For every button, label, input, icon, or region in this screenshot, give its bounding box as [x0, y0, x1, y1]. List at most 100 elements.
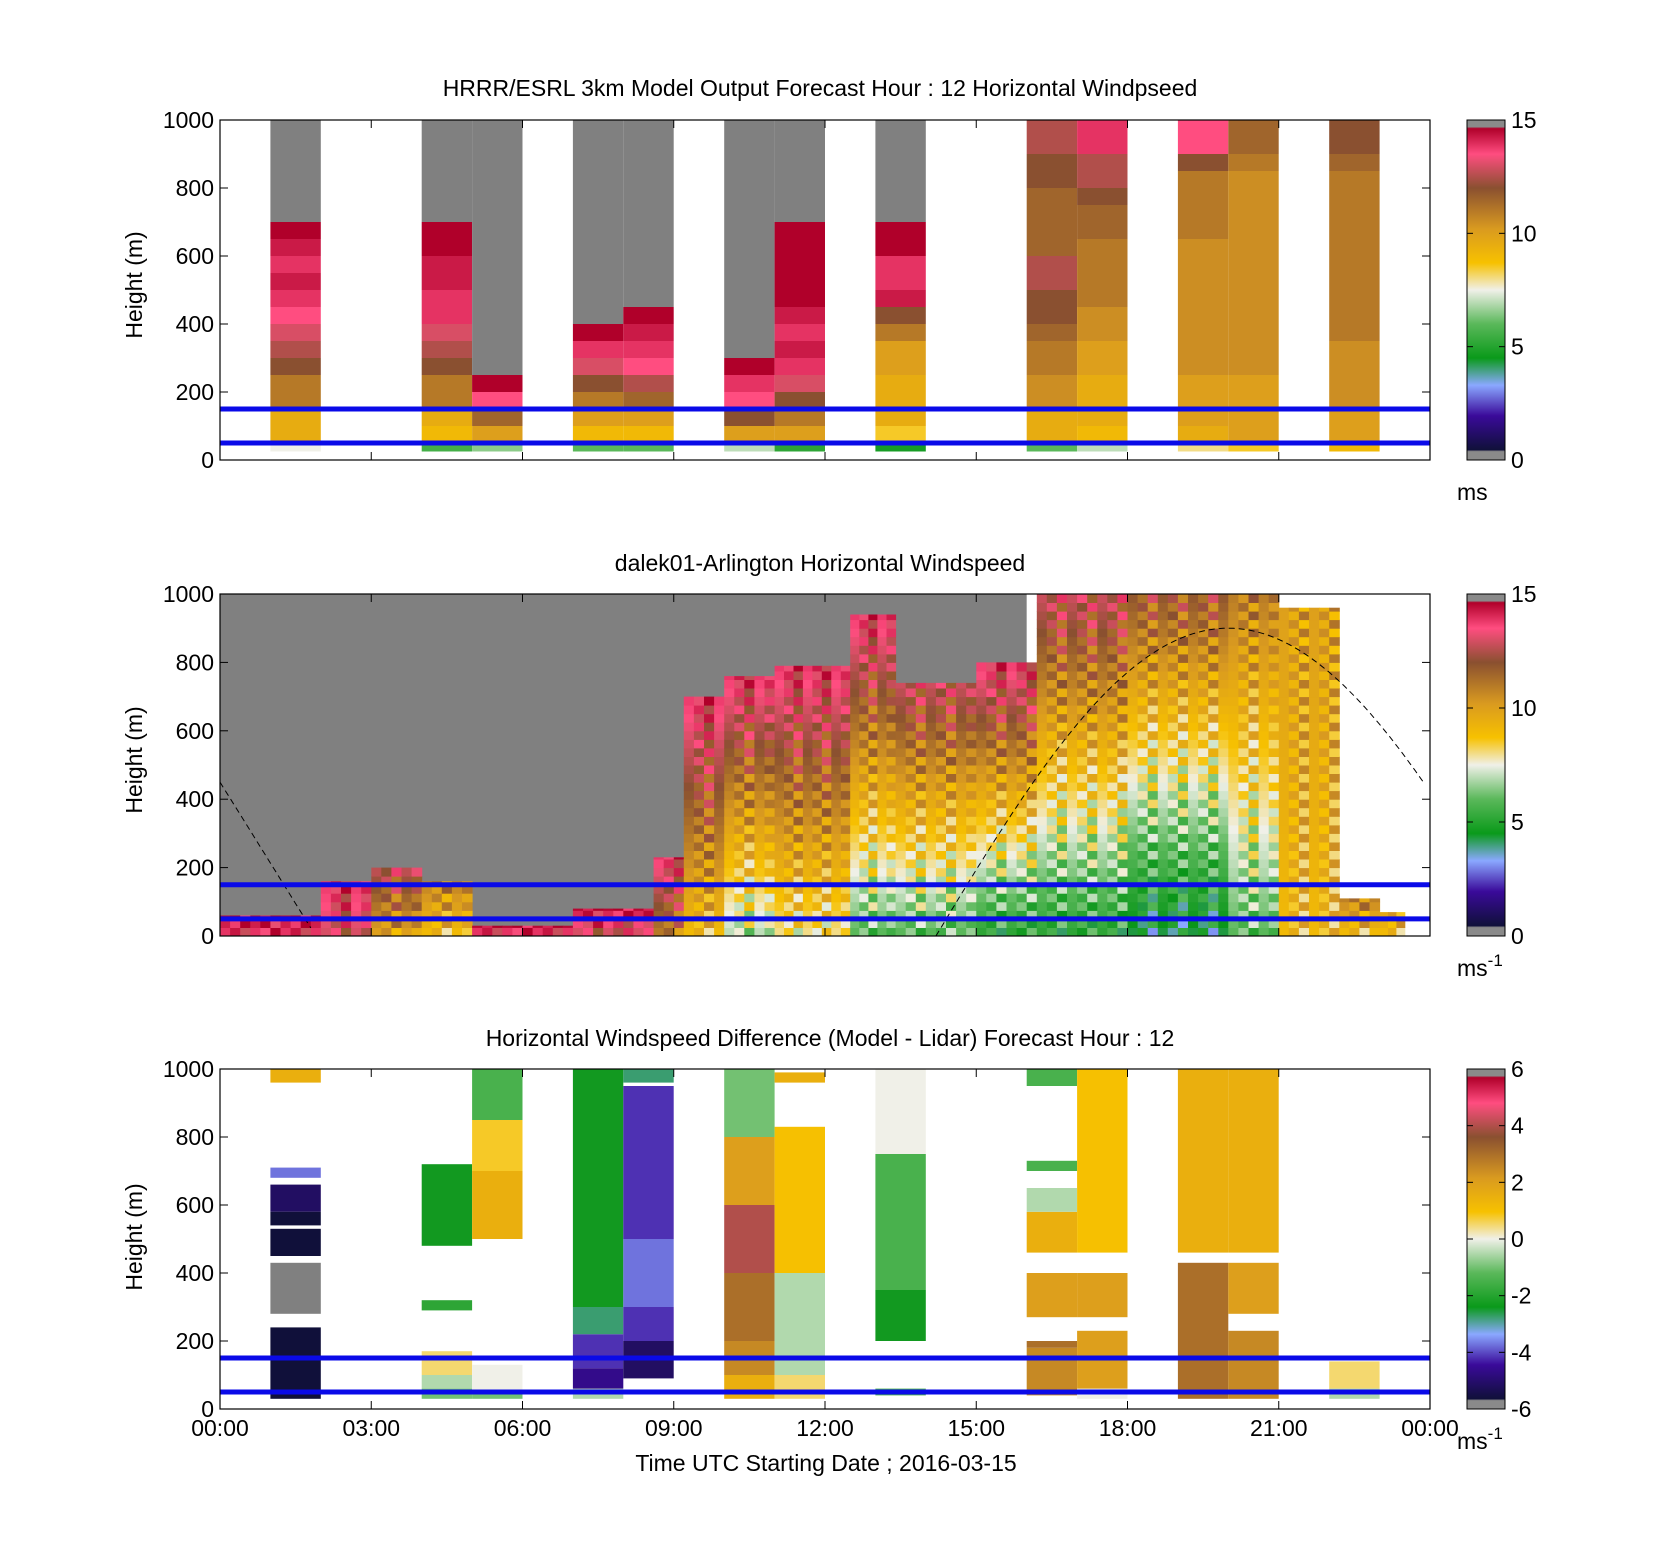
heatmap-cell [840, 901, 851, 911]
heatmap-cell [572, 392, 624, 409]
heatmap-cell [1329, 876, 1340, 886]
x-tick-label: 15:00 [947, 1415, 1005, 1441]
heatmap-cell [1097, 867, 1108, 877]
heatmap-cell [1067, 859, 1078, 869]
heatmap-cell [1177, 713, 1189, 723]
heatmap-cell [734, 790, 745, 800]
heatmap-cell [1016, 671, 1028, 680]
heatmap-cell [1147, 594, 1159, 603]
heatmap-cell [1137, 671, 1149, 680]
heatmap-cell [1097, 824, 1108, 834]
heatmap-cell [1268, 645, 1280, 655]
heatmap-cell [1117, 782, 1128, 792]
heatmap-cell [774, 375, 825, 392]
heatmap-cell [381, 927, 392, 937]
heatmap-cell [1107, 859, 1118, 869]
heatmap-cell [1248, 824, 1260, 834]
heatmap-cell [1056, 722, 1068, 732]
heatmap-cell [774, 722, 785, 732]
heatmap-cell [1107, 636, 1118, 646]
heatmap-cell [1117, 628, 1128, 638]
heatmap-cell [976, 816, 987, 826]
heatmap-cell [1319, 773, 1330, 783]
heatmap-cell [734, 850, 745, 860]
heatmap-cell [1248, 893, 1260, 903]
heatmap-cell [925, 842, 937, 851]
heatmap-cell [1117, 824, 1128, 834]
heatmap-cell [1067, 628, 1078, 638]
heatmap-cell [230, 927, 241, 937]
heatmap-cell [774, 893, 785, 903]
heatmap-cell [1006, 790, 1018, 800]
heatmap-cell [966, 927, 977, 937]
heatmap-cell [1127, 739, 1139, 749]
heatmap-cell [704, 756, 715, 766]
heatmap-cell [868, 653, 878, 663]
heatmap-cell [1298, 910, 1310, 920]
heatmap-cell [1026, 671, 1038, 680]
heatmap-cell [868, 790, 878, 800]
heatmap-cell [956, 884, 967, 894]
heatmap-cell [1319, 679, 1330, 689]
heatmap-cell [714, 790, 725, 800]
heatmap-cell [831, 859, 842, 869]
heatmap-cell [1298, 636, 1310, 646]
heatmap-cell [1278, 816, 1290, 826]
heatmap-cell [831, 824, 842, 834]
heatmap-cell [1097, 653, 1108, 663]
heatmap-cell [1329, 154, 1380, 171]
heatmap-cell [764, 765, 776, 774]
y-tick-label: 400 [176, 311, 214, 337]
heatmap-cell [1319, 688, 1330, 698]
heatmap-cell [1329, 341, 1380, 375]
heatmap-cell [784, 696, 794, 706]
heatmap-cell [1278, 679, 1290, 689]
heatmap-cell [1097, 799, 1108, 809]
heatmap-cell [986, 696, 997, 706]
heatmap-cell [946, 876, 957, 886]
heatmap-cell [270, 256, 321, 273]
heatmap-cell [1278, 747, 1290, 757]
x-tick-label: 06:00 [494, 1415, 552, 1441]
heatmap-cell [220, 927, 231, 937]
heatmap-cell [905, 850, 917, 860]
heatmap-cell [1218, 927, 1229, 937]
heatmap-cell [1298, 756, 1310, 766]
heatmap-cell [1268, 730, 1280, 740]
heatmap-cell [1006, 782, 1018, 792]
heatmap-cell [946, 765, 957, 774]
heatmap-cell [1147, 619, 1159, 629]
heatmap-cell [1087, 636, 1098, 646]
heatmap-cell [966, 893, 977, 903]
heatmap-cell [877, 653, 887, 663]
heatmap-cell [472, 426, 523, 443]
heatmap-cell [1036, 628, 1048, 638]
heatmap-cell [613, 910, 624, 920]
heatmap-cell [1056, 927, 1068, 937]
heatmap-cell [1016, 739, 1028, 749]
heatmap-cell [1157, 594, 1169, 603]
heatmap-cell [840, 918, 851, 928]
heatmap-cell [1329, 867, 1340, 877]
model-panel: HRRR/ESRL 3km Model Output Forecast Hour… [121, 75, 1537, 505]
heatmap-cell [868, 782, 878, 792]
heatmap-cell [966, 722, 977, 732]
heatmap-cell [623, 918, 634, 928]
heatmap-cell [821, 824, 832, 834]
heatmap-cell [724, 807, 735, 817]
heatmap-cell [1238, 893, 1249, 903]
heatmap-cell [850, 859, 860, 869]
heatmap-cell [1198, 842, 1209, 851]
heatmap-cell [886, 773, 897, 783]
heatmap-cell [1188, 867, 1199, 877]
heatmap-cell [1157, 765, 1169, 774]
heatmap-cell [868, 859, 878, 869]
heatmap-cell [754, 799, 765, 809]
heatmap-cell [850, 807, 860, 817]
heatmap-cell [1056, 619, 1068, 629]
heatmap-cell [1208, 850, 1219, 860]
heatmap-cell [821, 910, 832, 920]
heatmap-cell [1238, 662, 1249, 672]
heatmap-cell [1228, 833, 1239, 843]
heatmap-cell [1107, 765, 1118, 774]
